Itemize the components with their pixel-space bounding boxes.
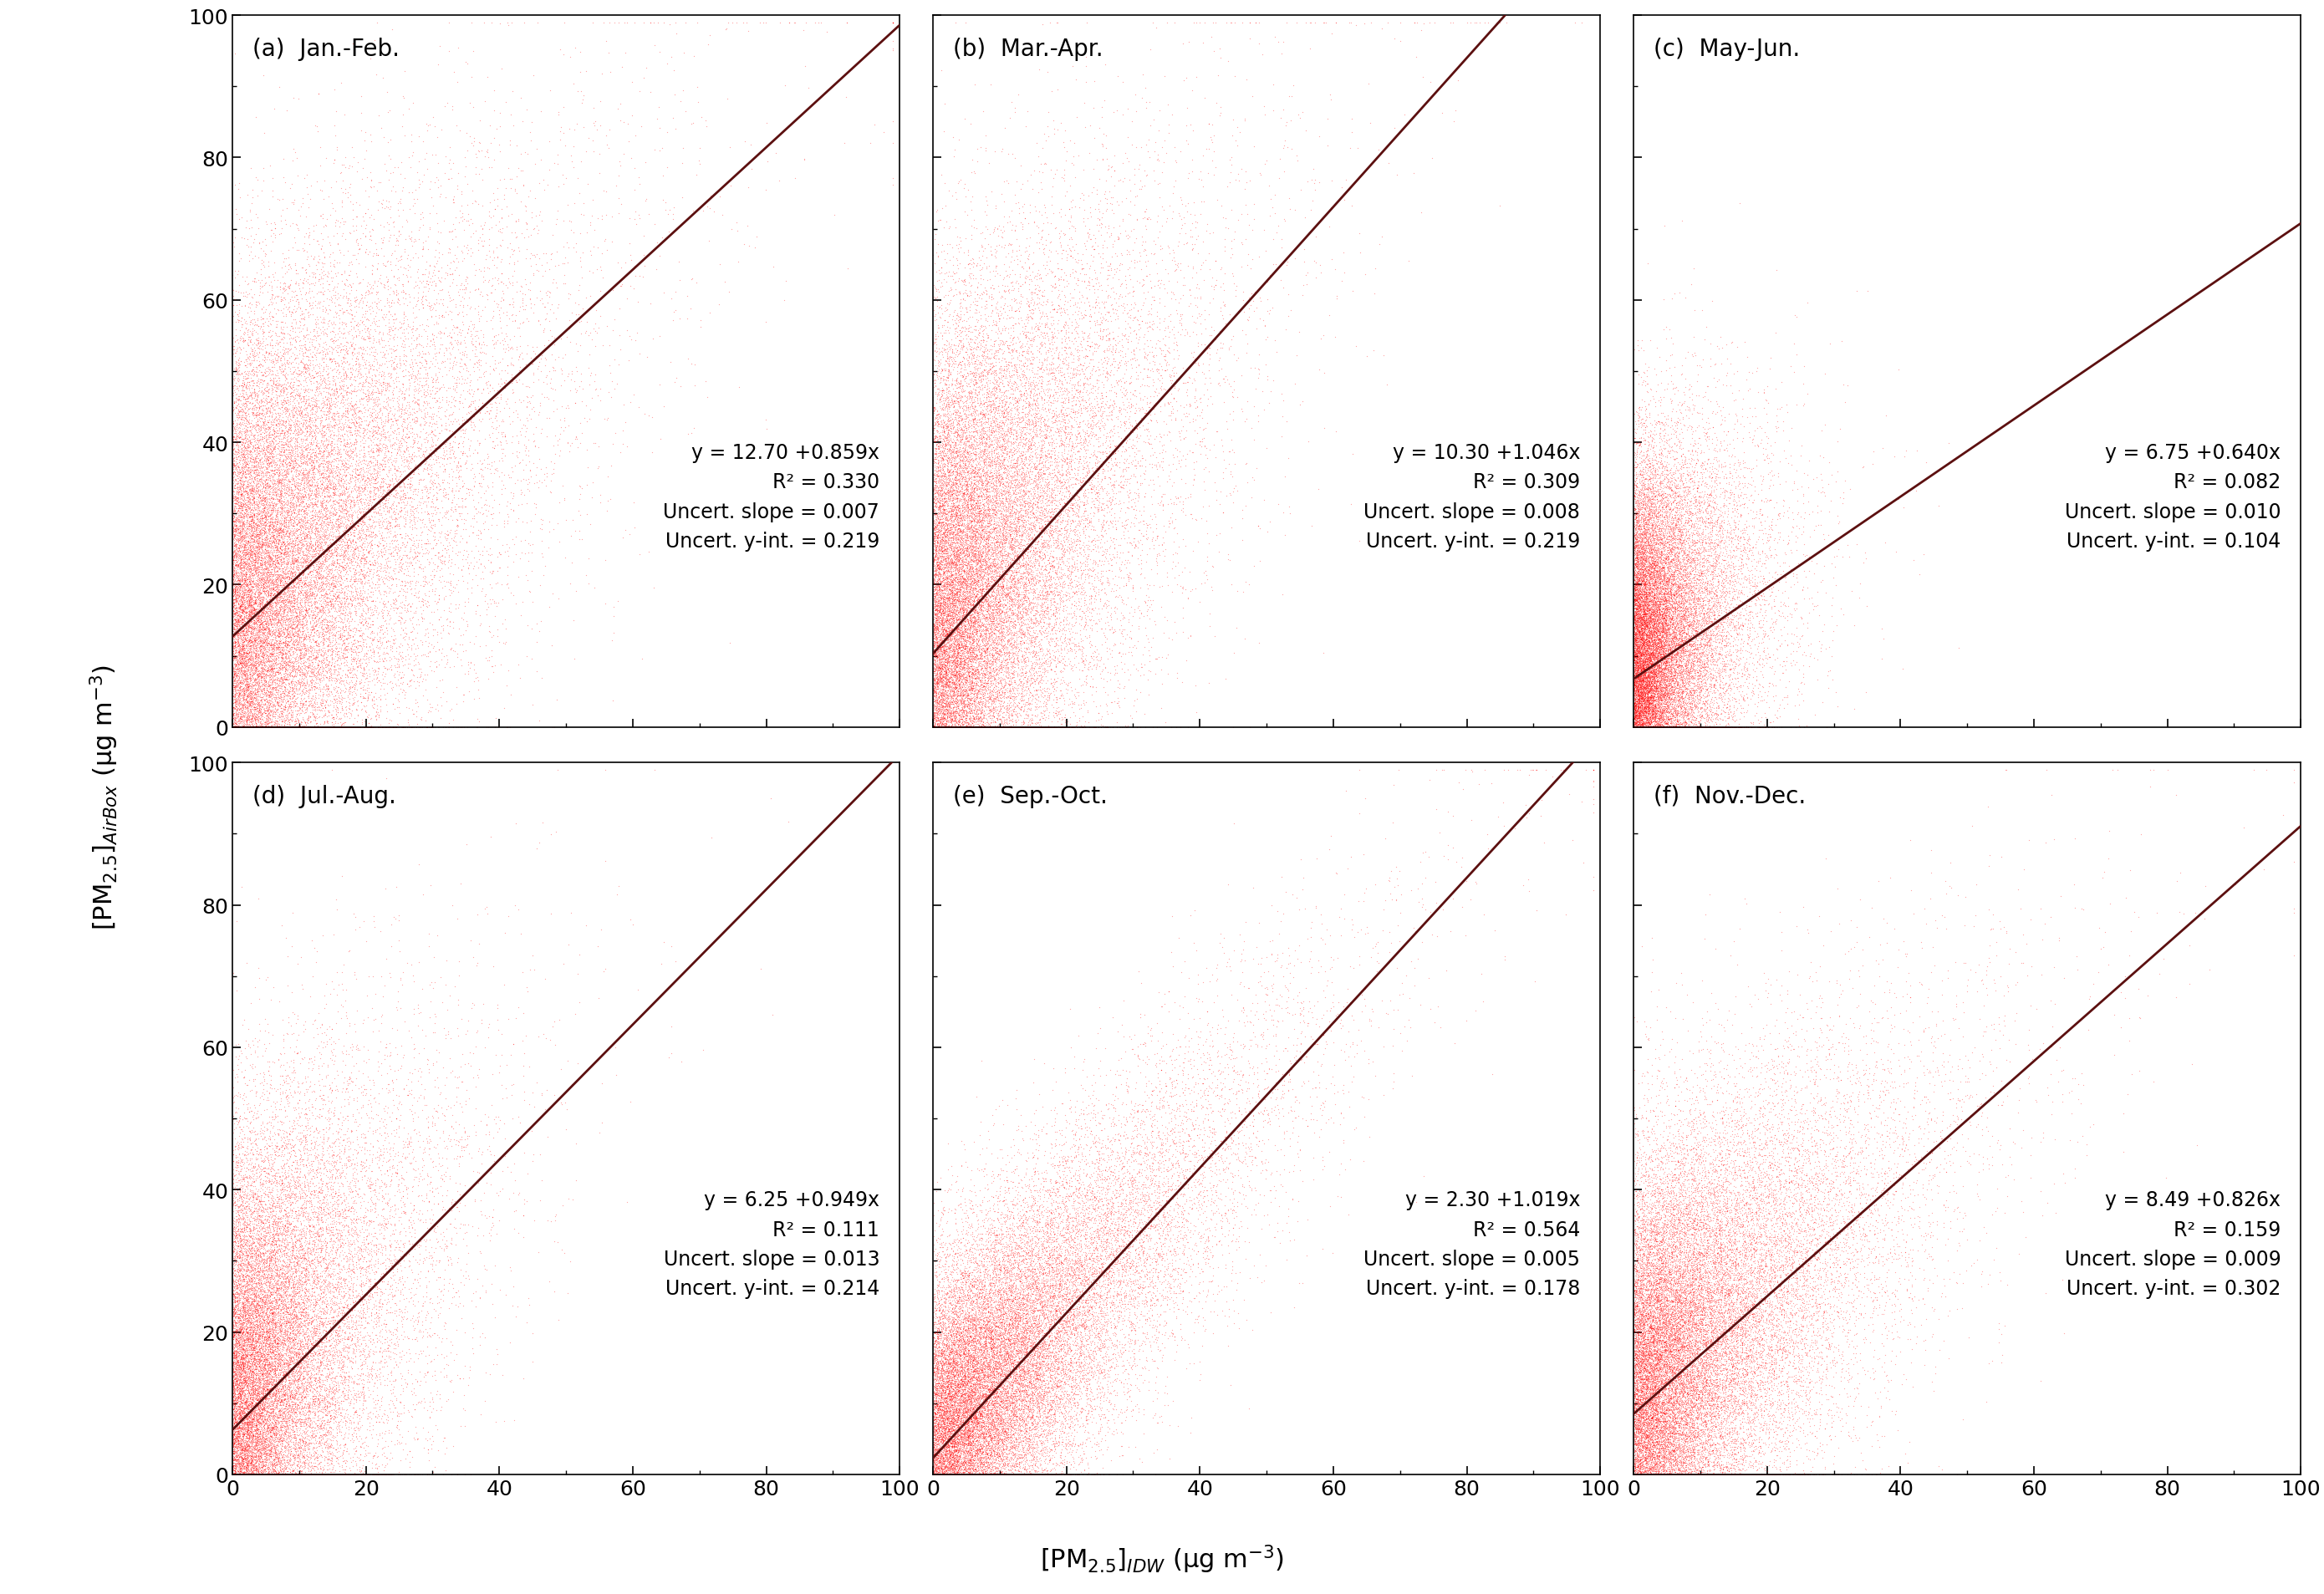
Text: (a)  Jan.-Feb.: (a) Jan.-Feb. (253, 37, 400, 61)
Text: y = 2.30 +1.019x
R² = 0.564
Uncert. slope = 0.005
Uncert. y-int. = 0.178: y = 2.30 +1.019x R² = 0.564 Uncert. slop… (1364, 1189, 1580, 1299)
Text: y = 12.70 +0.859x
R² = 0.330
Uncert. slope = 0.007
Uncert. y-int. = 0.219: y = 12.70 +0.859x R² = 0.330 Uncert. slo… (662, 443, 878, 552)
Text: (b)  Mar.-Apr.: (b) Mar.-Apr. (953, 37, 1104, 61)
Text: (e)  Sep.-Oct.: (e) Sep.-Oct. (953, 784, 1109, 808)
Text: y = 6.75 +0.640x
R² = 0.082
Uncert. slope = 0.010
Uncert. y-int. = 0.104: y = 6.75 +0.640x R² = 0.082 Uncert. slop… (2064, 443, 2280, 552)
Text: y = 6.25 +0.949x
R² = 0.111
Uncert. slope = 0.013
Uncert. y-int. = 0.214: y = 6.25 +0.949x R² = 0.111 Uncert. slop… (662, 1189, 878, 1299)
Text: (c)  May-Jun.: (c) May-Jun. (1655, 37, 1801, 61)
Text: (f)  Nov.-Dec.: (f) Nov.-Dec. (1655, 784, 1806, 808)
Text: y = 8.49 +0.826x
R² = 0.159
Uncert. slope = 0.009
Uncert. y-int. = 0.302: y = 8.49 +0.826x R² = 0.159 Uncert. slop… (2064, 1189, 2280, 1299)
Text: (d)  Jul.-Aug.: (d) Jul.-Aug. (253, 784, 395, 808)
Text: [PM$_{2.5}$]$_{IDW}$ (μg m$^{-3}$): [PM$_{2.5}$]$_{IDW}$ (μg m$^{-3}$) (1039, 1543, 1285, 1575)
Text: [PM$_{2.5}$]$_{AirBox}$ (μg m$^{-3}$): [PM$_{2.5}$]$_{AirBox}$ (μg m$^{-3}$) (88, 665, 121, 929)
Text: y = 10.30 +1.046x
R² = 0.309
Uncert. slope = 0.008
Uncert. y-int. = 0.219: y = 10.30 +1.046x R² = 0.309 Uncert. slo… (1364, 443, 1580, 552)
